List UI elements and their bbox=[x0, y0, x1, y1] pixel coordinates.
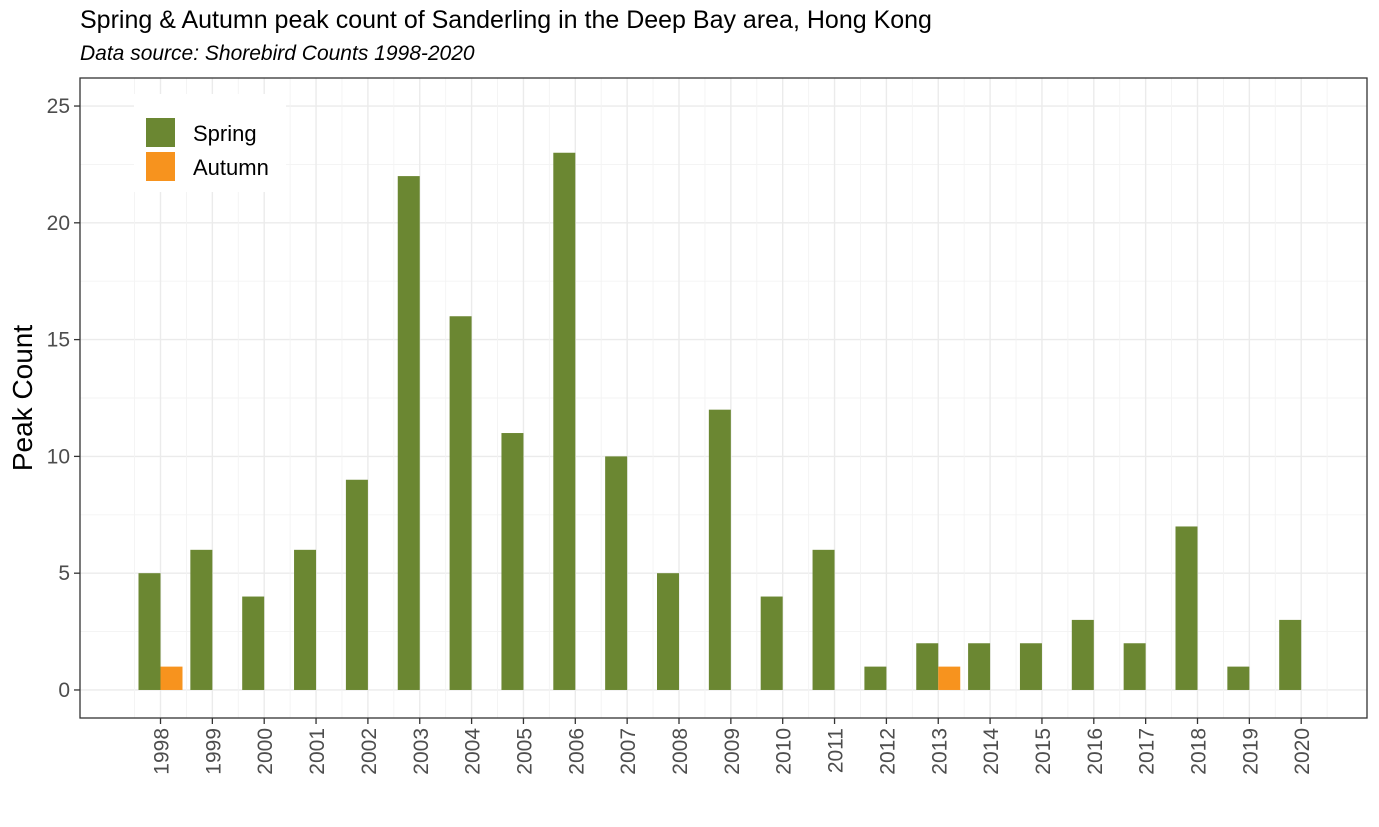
legend-key-autumn bbox=[146, 152, 175, 181]
plot-panel-border bbox=[79, 77, 1368, 719]
bar-spring-2000 bbox=[242, 596, 265, 690]
y-tick-label: 0 bbox=[58, 679, 70, 702]
y-tick-label: 15 bbox=[47, 329, 70, 352]
x-tick-label: 2006 bbox=[565, 728, 588, 775]
x-tick-label: 1998 bbox=[151, 728, 174, 775]
chart-title: Spring & Autumn peak count of Sanderling… bbox=[80, 6, 932, 34]
bar-spring-2009 bbox=[708, 409, 731, 690]
bar-autumn-1998 bbox=[160, 666, 183, 690]
y-axis: 0 5 10 15 20 25 bbox=[47, 95, 80, 702]
bar-spring-2001 bbox=[294, 549, 317, 690]
y-tick-label: 20 bbox=[47, 212, 70, 235]
x-tick-label: 2005 bbox=[513, 728, 536, 775]
bar-spring-2005 bbox=[501, 433, 524, 690]
bar-spring-2014 bbox=[968, 643, 991, 690]
bar-spring-2010 bbox=[760, 596, 783, 690]
x-tick-label: 2012 bbox=[876, 728, 899, 775]
x-tick-label: 2015 bbox=[1032, 728, 1055, 775]
legend-key-spring bbox=[146, 118, 175, 147]
bar-spring-2019 bbox=[1227, 666, 1250, 690]
x-tick-label: 2017 bbox=[1136, 728, 1159, 775]
bar-spring-2004 bbox=[449, 316, 472, 690]
bar-spring-2006 bbox=[553, 152, 576, 690]
legend-label-autumn: Autumn bbox=[193, 155, 269, 180]
bar-spring-2013 bbox=[916, 643, 939, 690]
x-tick-label: 2016 bbox=[1084, 728, 1107, 775]
x-axis: 1998 1999 2000 2001 2002 2003 2004 2005 2006 2007… bbox=[151, 718, 1314, 775]
y-axis-title: Peak Count bbox=[7, 325, 38, 472]
x-tick-label: 2014 bbox=[980, 728, 1003, 775]
bar-spring-2007 bbox=[605, 456, 628, 690]
bar-spring-2015 bbox=[1019, 643, 1042, 690]
x-tick-label: 2018 bbox=[1188, 728, 1211, 775]
bar-spring-1998 bbox=[138, 573, 161, 690]
x-tick-label: 2013 bbox=[928, 728, 951, 775]
bar-spring-2012 bbox=[864, 666, 887, 690]
x-tick-label: 2010 bbox=[773, 728, 796, 775]
bar-spring-2008 bbox=[657, 573, 679, 690]
x-tick-label: 2011 bbox=[825, 728, 848, 773]
x-tick-label: 2004 bbox=[462, 728, 485, 775]
chart-subtitle: Data source: Shorebird Counts 1998-2020 bbox=[80, 42, 475, 65]
bar-spring-2017 bbox=[1123, 643, 1146, 690]
x-tick-label: 2009 bbox=[721, 728, 744, 775]
bar-spring-2003 bbox=[397, 176, 420, 690]
bar-spring-2020 bbox=[1279, 619, 1302, 690]
x-tick-label: 2000 bbox=[254, 728, 277, 775]
bar-autumn-2013 bbox=[938, 666, 961, 690]
x-tick-label: 2003 bbox=[410, 728, 433, 775]
bar-spring-2002 bbox=[345, 479, 368, 690]
bar-spring-1999 bbox=[190, 549, 213, 690]
bar-spring-2011 bbox=[812, 549, 835, 690]
y-tick-label: 10 bbox=[47, 445, 70, 468]
legend: Spring Autumn bbox=[134, 94, 286, 192]
bar-spring-2016 bbox=[1071, 619, 1094, 690]
x-tick-label: 2020 bbox=[1291, 728, 1314, 775]
x-tick-label: 2019 bbox=[1239, 728, 1262, 775]
x-tick-label: 2007 bbox=[617, 728, 640, 775]
x-tick-label: 2008 bbox=[669, 728, 692, 775]
legend-label-spring: Spring bbox=[193, 121, 257, 146]
x-tick-label: 2002 bbox=[358, 728, 381, 775]
x-tick-label: 2001 bbox=[306, 728, 329, 775]
x-tick-label: 1999 bbox=[202, 728, 225, 775]
y-tick-label: 5 bbox=[58, 562, 70, 585]
bar-spring-2018 bbox=[1175, 526, 1198, 690]
y-tick-label: 25 bbox=[47, 95, 70, 118]
bars bbox=[138, 152, 1302, 690]
